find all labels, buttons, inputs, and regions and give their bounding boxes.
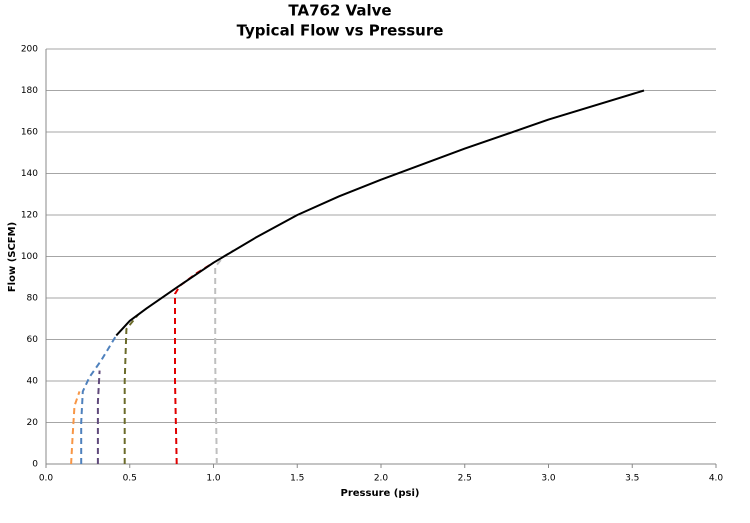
x-tick-label: 1.5 [290,474,304,484]
x-tick-label: 0.5 [123,474,137,484]
x-tick-label: 4.0 [709,474,724,484]
y-tick-label: 160 [21,128,38,138]
series-line [115,89,645,337]
y-tick-label: 200 [21,45,38,55]
x-tick-label: 3.5 [625,474,639,484]
chart-subtitle: Typical Flow vs Pressure [237,22,444,40]
y-tick-label: 20 [27,418,39,428]
y-axis-label: Flow (SCFM) [7,222,18,292]
series-line [123,313,139,464]
x-tick-label: 0.0 [39,474,54,484]
series-line [80,334,118,464]
series-line [174,261,215,465]
y-tick-label: 40 [27,377,39,387]
x-axis-label: Pressure (psi) [341,488,420,499]
x-tick-label: 1.0 [206,474,221,484]
y-tick-label: 80 [27,294,39,304]
y-tick-label: 180 [21,86,38,96]
x-tick-label: 2.5 [458,474,472,484]
x-tick-label: 2.0 [374,474,389,484]
y-tick-label: 120 [21,211,38,221]
chart-title: TA762 Valve [288,2,391,20]
y-tick-label: 140 [21,169,38,179]
series-line [214,249,235,465]
x-tick-label: 3.0 [541,474,556,484]
y-tick-label: 100 [21,252,38,262]
y-tick-label: 60 [27,335,39,345]
series-line [96,370,101,464]
series-line [70,391,81,465]
y-tick-label: 0 [32,460,38,470]
